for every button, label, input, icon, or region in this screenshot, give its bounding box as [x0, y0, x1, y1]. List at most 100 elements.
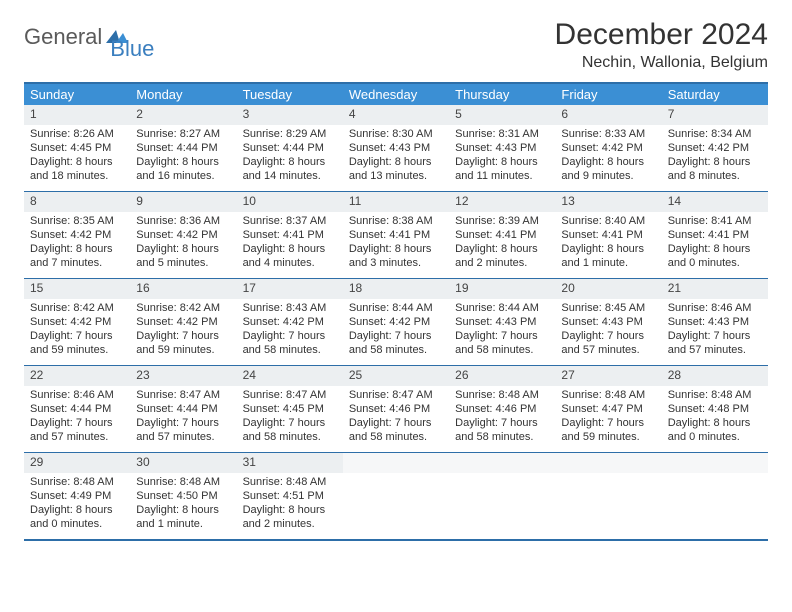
day-cell: 16Sunrise: 8:42 AMSunset: 4:42 PMDayligh…: [130, 279, 236, 365]
day-body: Sunrise: 8:48 AMSunset: 4:48 PMDaylight:…: [662, 386, 768, 449]
daylight-text: and 1 minute.: [136, 517, 230, 531]
sunset-text: Sunset: 4:42 PM: [243, 315, 337, 329]
day-number: 25: [343, 366, 449, 386]
sunset-text: Sunset: 4:42 PM: [349, 315, 443, 329]
day-number: 12: [449, 192, 555, 212]
daylight-text: and 18 minutes.: [30, 169, 124, 183]
day-number: 20: [555, 279, 661, 299]
daylight-text: and 58 minutes.: [455, 343, 549, 357]
day-body: Sunrise: 8:48 AMSunset: 4:50 PMDaylight:…: [130, 473, 236, 536]
sunrise-text: Sunrise: 8:48 AM: [30, 475, 124, 489]
daylight-text: and 58 minutes.: [243, 343, 337, 357]
daylight-text: and 11 minutes.: [455, 169, 549, 183]
daylight-text: Daylight: 7 hours: [243, 329, 337, 343]
day-cell: 26Sunrise: 8:48 AMSunset: 4:46 PMDayligh…: [449, 366, 555, 452]
daylight-text: and 1 minute.: [561, 256, 655, 270]
sunrise-text: Sunrise: 8:46 AM: [30, 388, 124, 402]
sunrise-text: Sunrise: 8:39 AM: [455, 214, 549, 228]
daylight-text: and 57 minutes.: [668, 343, 762, 357]
day-number: 30: [130, 453, 236, 473]
daylight-text: Daylight: 7 hours: [668, 329, 762, 343]
sunrise-text: Sunrise: 8:26 AM: [30, 127, 124, 141]
sunrise-text: Sunrise: 8:43 AM: [243, 301, 337, 315]
day-cell: 4Sunrise: 8:30 AMSunset: 4:43 PMDaylight…: [343, 105, 449, 191]
day-number: 13: [555, 192, 661, 212]
daylight-text: Daylight: 8 hours: [30, 242, 124, 256]
sunrise-text: Sunrise: 8:47 AM: [243, 388, 337, 402]
sunrise-text: Sunrise: 8:42 AM: [136, 301, 230, 315]
day-cell: 24Sunrise: 8:47 AMSunset: 4:45 PMDayligh…: [237, 366, 343, 452]
day-body: [449, 473, 555, 479]
sunset-text: Sunset: 4:43 PM: [455, 141, 549, 155]
day-body: Sunrise: 8:46 AMSunset: 4:44 PMDaylight:…: [24, 386, 130, 449]
daylight-text: Daylight: 8 hours: [30, 503, 124, 517]
sunset-text: Sunset: 4:43 PM: [349, 141, 443, 155]
sunrise-text: Sunrise: 8:48 AM: [455, 388, 549, 402]
daylight-text: Daylight: 8 hours: [136, 503, 230, 517]
sunrise-text: Sunrise: 8:44 AM: [455, 301, 549, 315]
day-body: Sunrise: 8:47 AMSunset: 4:44 PMDaylight:…: [130, 386, 236, 449]
month-title: December 2024: [555, 18, 768, 52]
day-body: Sunrise: 8:47 AMSunset: 4:46 PMDaylight:…: [343, 386, 449, 449]
day-number: 2: [130, 105, 236, 125]
daylight-text: and 14 minutes.: [243, 169, 337, 183]
day-cell: 6Sunrise: 8:33 AMSunset: 4:42 PMDaylight…: [555, 105, 661, 191]
day-number: 18: [343, 279, 449, 299]
day-number: 15: [24, 279, 130, 299]
daylight-text: Daylight: 7 hours: [349, 329, 443, 343]
location-text: Nechin, Wallonia, Belgium: [555, 54, 768, 72]
day-number: 14: [662, 192, 768, 212]
sunrise-text: Sunrise: 8:45 AM: [561, 301, 655, 315]
day-body: [662, 473, 768, 479]
day-body: Sunrise: 8:34 AMSunset: 4:42 PMDaylight:…: [662, 125, 768, 188]
sunrise-text: Sunrise: 8:47 AM: [349, 388, 443, 402]
daylight-text: and 59 minutes.: [30, 343, 124, 357]
sunset-text: Sunset: 4:43 PM: [668, 315, 762, 329]
sunrise-text: Sunrise: 8:47 AM: [136, 388, 230, 402]
day-number: 11: [343, 192, 449, 212]
day-body: Sunrise: 8:45 AMSunset: 4:43 PMDaylight:…: [555, 299, 661, 362]
day-cell: [555, 453, 661, 539]
day-cell: 28Sunrise: 8:48 AMSunset: 4:48 PMDayligh…: [662, 366, 768, 452]
weekday-header: Thursday: [449, 84, 555, 105]
sunrise-text: Sunrise: 8:37 AM: [243, 214, 337, 228]
sunrise-text: Sunrise: 8:34 AM: [668, 127, 762, 141]
sunrise-text: Sunrise: 8:31 AM: [455, 127, 549, 141]
sunset-text: Sunset: 4:45 PM: [243, 402, 337, 416]
week-row: 1Sunrise: 8:26 AMSunset: 4:45 PMDaylight…: [24, 105, 768, 192]
day-number: 10: [237, 192, 343, 212]
day-cell: 15Sunrise: 8:42 AMSunset: 4:42 PMDayligh…: [24, 279, 130, 365]
day-cell: 25Sunrise: 8:47 AMSunset: 4:46 PMDayligh…: [343, 366, 449, 452]
day-number: 5: [449, 105, 555, 125]
day-cell: 12Sunrise: 8:39 AMSunset: 4:41 PMDayligh…: [449, 192, 555, 278]
logo-word2: Blue: [110, 36, 154, 62]
daylight-text: and 59 minutes.: [136, 343, 230, 357]
daylight-text: Daylight: 7 hours: [30, 329, 124, 343]
day-body: Sunrise: 8:35 AMSunset: 4:42 PMDaylight:…: [24, 212, 130, 275]
daylight-text: Daylight: 7 hours: [136, 416, 230, 430]
sunset-text: Sunset: 4:41 PM: [668, 228, 762, 242]
sunset-text: Sunset: 4:50 PM: [136, 489, 230, 503]
calendar: Sunday Monday Tuesday Wednesday Thursday…: [24, 82, 768, 541]
weekday-header: Saturday: [662, 84, 768, 105]
sunrise-text: Sunrise: 8:48 AM: [561, 388, 655, 402]
daylight-text: and 4 minutes.: [243, 256, 337, 270]
day-cell: 23Sunrise: 8:47 AMSunset: 4:44 PMDayligh…: [130, 366, 236, 452]
week-row: 22Sunrise: 8:46 AMSunset: 4:44 PMDayligh…: [24, 366, 768, 453]
day-number: 21: [662, 279, 768, 299]
daylight-text: Daylight: 8 hours: [561, 242, 655, 256]
sunset-text: Sunset: 4:47 PM: [561, 402, 655, 416]
sunset-text: Sunset: 4:51 PM: [243, 489, 337, 503]
sunset-text: Sunset: 4:44 PM: [30, 402, 124, 416]
sunset-text: Sunset: 4:42 PM: [30, 315, 124, 329]
day-body: Sunrise: 8:30 AMSunset: 4:43 PMDaylight:…: [343, 125, 449, 188]
daylight-text: and 2 minutes.: [455, 256, 549, 270]
day-body: Sunrise: 8:29 AMSunset: 4:44 PMDaylight:…: [237, 125, 343, 188]
sunset-text: Sunset: 4:44 PM: [243, 141, 337, 155]
sunrise-text: Sunrise: 8:41 AM: [668, 214, 762, 228]
sunset-text: Sunset: 4:48 PM: [668, 402, 762, 416]
day-number: [662, 453, 768, 473]
day-number: 9: [130, 192, 236, 212]
day-number: 22: [24, 366, 130, 386]
day-number: [343, 453, 449, 473]
